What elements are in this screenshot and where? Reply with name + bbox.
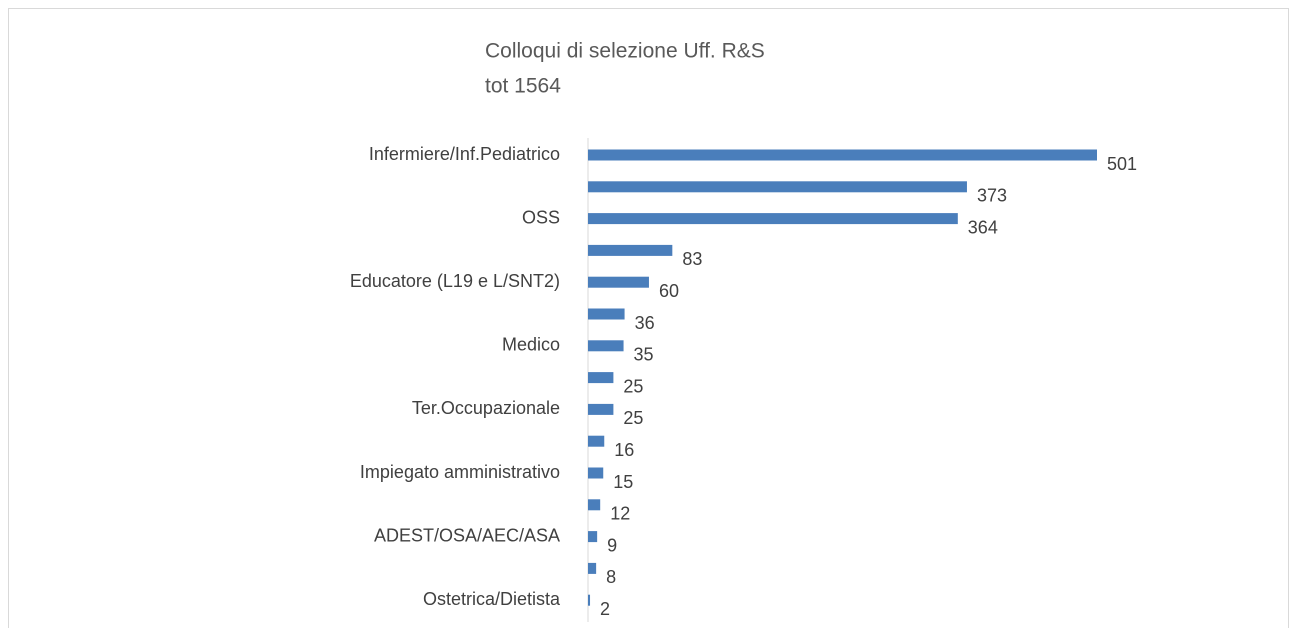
data-label: 60 <box>659 281 679 301</box>
data-label: 16 <box>614 440 634 460</box>
bar <box>588 562 597 574</box>
y-tick-label: Infermiere/Inf.Pediatrico <box>369 144 560 164</box>
bar <box>588 149 1097 161</box>
bar <box>588 308 625 320</box>
bar <box>588 403 614 415</box>
data-label: 83 <box>682 249 702 269</box>
data-label: 9 <box>607 535 617 555</box>
chart-subtitle: tot 1564 <box>485 75 561 98</box>
data-label: 25 <box>623 408 643 428</box>
data-label: 373 <box>977 186 1007 206</box>
bar <box>588 467 604 479</box>
y-tick-label: OSS <box>522 207 560 227</box>
y-tick-label: Ostetrica/Dietista <box>423 589 561 609</box>
data-label: 25 <box>623 376 643 396</box>
data-label: 2 <box>600 599 610 619</box>
bar <box>588 372 614 384</box>
y-tick-label: ADEST/OSA/AEC/ASA <box>374 525 560 545</box>
data-label: 15 <box>613 472 633 492</box>
data-label: 501 <box>1107 154 1137 174</box>
data-label: 364 <box>968 217 998 237</box>
data-label: 8 <box>606 567 616 587</box>
bar <box>588 499 601 511</box>
chart-title: Colloqui di selezione Uff. R&S <box>485 40 765 63</box>
y-tick-label: Ter.Occupazionale <box>412 398 560 418</box>
bar <box>588 181 967 193</box>
bar <box>588 435 605 447</box>
bar <box>588 531 598 543</box>
bar <box>588 244 673 256</box>
bar <box>588 276 649 288</box>
data-label: 36 <box>635 313 655 333</box>
chart-frame <box>8 8 1289 628</box>
bar <box>588 340 624 352</box>
y-tick-label: Medico <box>502 335 560 355</box>
bar <box>588 594 591 606</box>
data-label: 12 <box>610 504 630 524</box>
y-tick-label: Educatore (L19 e L/SNT2) <box>350 271 560 291</box>
bar <box>588 213 958 225</box>
data-label: 35 <box>634 345 654 365</box>
y-tick-label: Impiegato amministrativo <box>360 462 560 482</box>
